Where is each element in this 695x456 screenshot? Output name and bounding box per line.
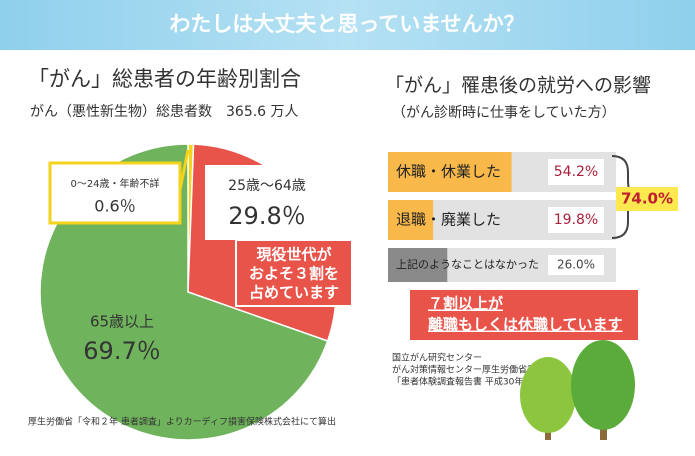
- bar: [388, 152, 512, 192]
- callout-text: 占めています: [249, 284, 339, 302]
- value-label: 29.8％: [228, 202, 305, 230]
- leader-line: [178, 149, 190, 191]
- category-label: 0〜24歳・年齢不詳: [70, 177, 159, 190]
- bar-title: 「がん」罹患後の就労への影響: [385, 75, 651, 97]
- callout-box: [410, 290, 638, 340]
- value-label: 19.8%: [554, 212, 598, 228]
- bar-chart: 休職・休業した 54.2% 退職・廃業した 19.8% 上記のようなことはなかった 26.…: [388, 152, 678, 388]
- value-label: 69.7％: [83, 337, 160, 365]
- bar: [388, 248, 448, 282]
- value-box: [548, 159, 604, 185]
- label-box: [48, 161, 182, 225]
- total-label: 74.0%: [621, 190, 673, 208]
- value-label: 54.2%: [554, 164, 598, 180]
- category-label: 退職・廃業した: [396, 211, 501, 229]
- trees: [520, 340, 635, 440]
- header-title: わたしは大丈夫と思っていませんか？: [169, 12, 524, 36]
- total-box: [616, 187, 678, 211]
- pie-source: 厚生労働省「令和２年 患者調査」よりカーディフ損害保険株式会社にて算出: [28, 416, 336, 428]
- pie-title: 「がん」総患者の年齢別割合: [28, 67, 301, 91]
- callout-text: 現役世代が: [256, 246, 332, 264]
- value-label: 0.6％: [94, 197, 135, 216]
- category-label: 休職・休業した: [396, 163, 501, 181]
- source-text: 「患者体験調査報告書 平成30年度調査」: [392, 376, 559, 388]
- callout-text: およそ３割を: [249, 265, 339, 283]
- callout-text: ７割以上が: [428, 295, 504, 313]
- pie-subtitle: がん（悪性新生物）総患者数 365.6 万人: [30, 104, 299, 120]
- value-label: 26.0%: [557, 258, 595, 272]
- bar: [388, 200, 434, 240]
- source-text: がん対策情報センター厚生労働省委託事業: [392, 364, 563, 376]
- label-box: [205, 165, 330, 240]
- header-band: [0, 0, 695, 50]
- value-box: [548, 207, 604, 233]
- bar-subtitle: （がん診断時に仕事をしていた方）: [392, 105, 616, 121]
- category-label: 25歳〜64歳: [228, 178, 306, 194]
- source-text: 国立がん研究センター: [392, 352, 482, 364]
- category-label: 65歳以上: [90, 313, 154, 331]
- callout-text: 離職もしくは休職しています: [428, 316, 623, 334]
- value-box: [548, 255, 604, 275]
- callout-box: [235, 239, 353, 307]
- category-label: 上記のようなことはなかった: [396, 257, 539, 271]
- pie-chart: 0〜24歳・年齢不詳 0.6％ 25歳〜64歳 29.8％ 現役世代がおよそ３割を占めて…: [39, 143, 353, 441]
